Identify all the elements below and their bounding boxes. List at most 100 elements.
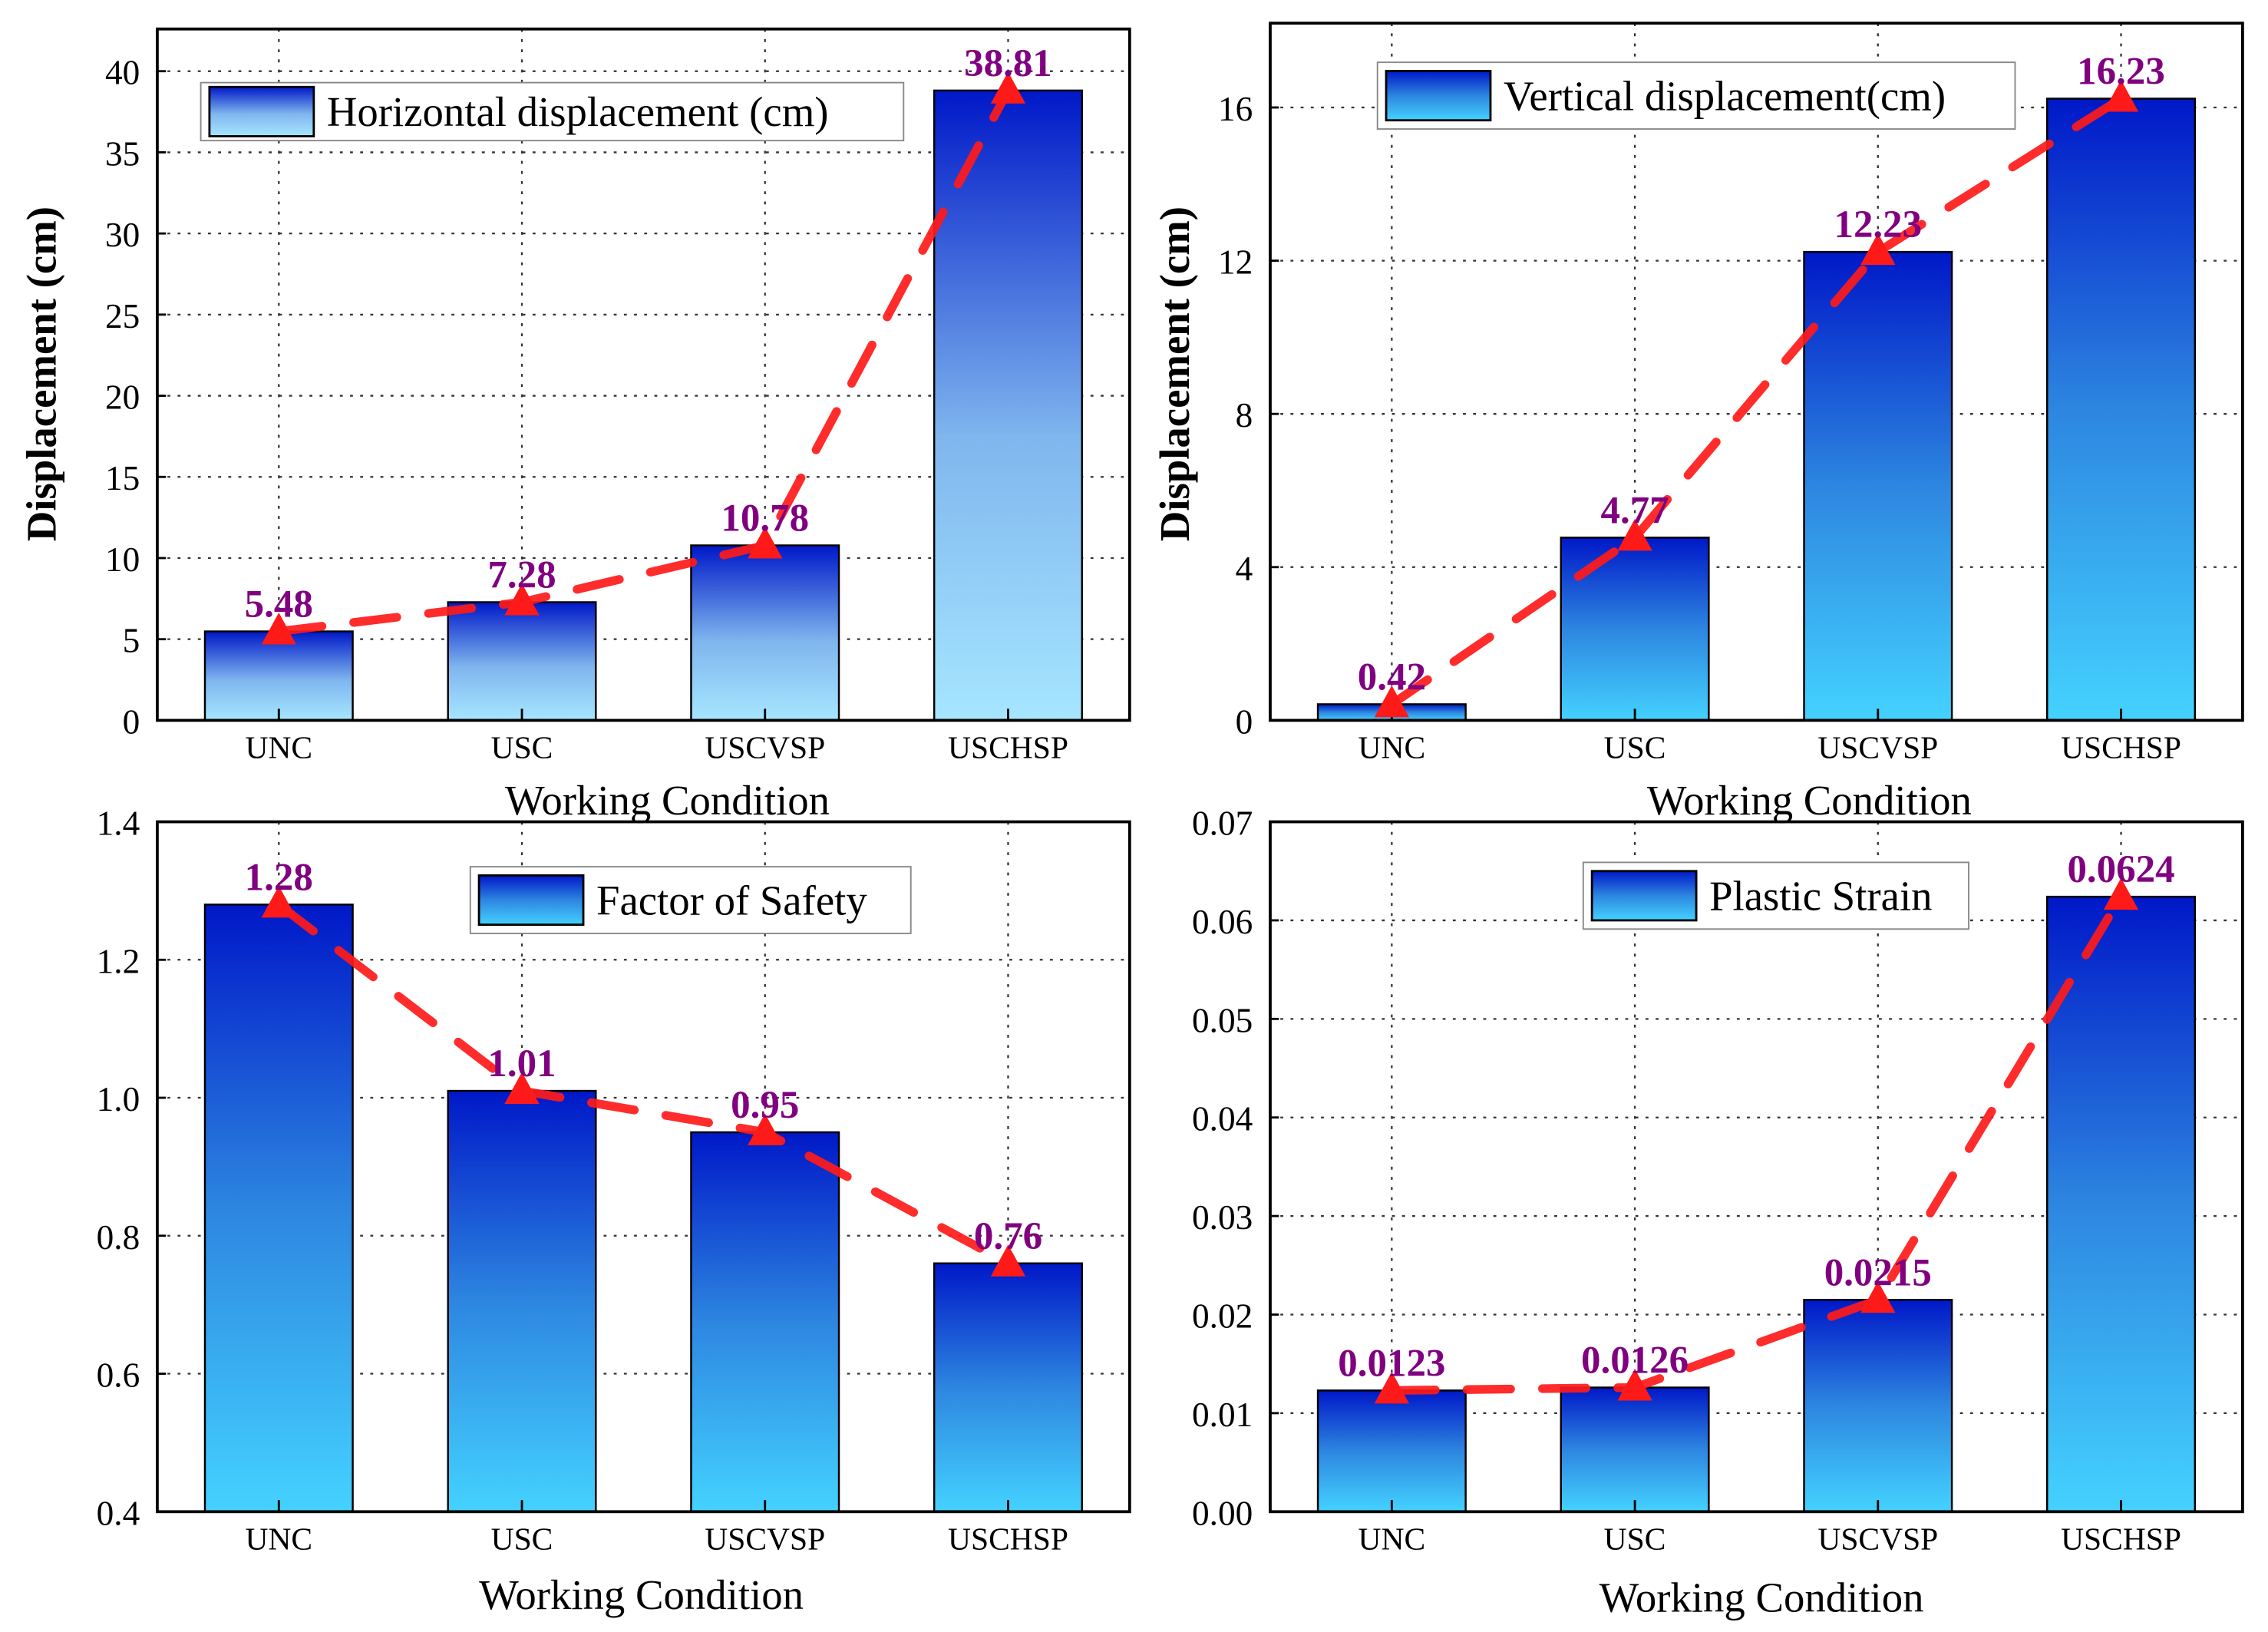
trend-marker-triangle (748, 526, 783, 559)
data-label: 0.42 (1358, 656, 1426, 699)
trend-line (274, 86, 1013, 636)
legend-label: Horizontal displacement (cm) (327, 88, 829, 135)
data-label: 0.95 (731, 1084, 799, 1127)
chart-panel-2: 0 4 8 12 16 UNC USC USCVSP USCHSP 0.42 4.77 12.23 16… (1151, 21, 2244, 824)
x-tick-label: USCHSP (2061, 1521, 2181, 1556)
data-label: 7.28 (487, 554, 556, 597)
x-tick-label: UNC (245, 729, 312, 765)
plot-frame (156, 27, 1131, 722)
bar-uscvsp (1803, 1299, 1953, 1513)
trend-line (1387, 892, 2126, 1396)
data-label: 38.81 (964, 42, 1052, 85)
y-tick-label: 0 (123, 702, 140, 741)
y-tick-label: 25 (105, 297, 140, 335)
data-label: 10.78 (721, 497, 809, 540)
y-tick-label: 4 (1236, 550, 1253, 588)
trend-line (274, 900, 1013, 1268)
bar-unc (203, 630, 354, 722)
x-tick-label: USCHSP (948, 1521, 1068, 1556)
legend-box (200, 81, 905, 142)
data-label: 0.0126 (1581, 1340, 1689, 1383)
trend-marker-triangle (990, 1244, 1026, 1277)
data-label: 0.0123 (1338, 1342, 1445, 1385)
x-tick-label: USCHSP (2061, 729, 2181, 765)
bar-unc (1316, 1389, 1467, 1513)
data-label: 4.77 (1600, 489, 1669, 532)
bar-uschsp (2046, 895, 2197, 1513)
y-tick-label: 0.8 (97, 1218, 140, 1257)
x-tick-label: USCVSP (1817, 1521, 1938, 1556)
trend-marker-triangle (2103, 79, 2139, 112)
legend: Vertical displacement(cm) (1376, 61, 2016, 130)
y-tick-label: 0 (1236, 702, 1253, 741)
trend-marker-triangle (1617, 518, 1652, 551)
legend: Factor of Safety (469, 866, 912, 934)
legend-swatch (1590, 870, 1698, 922)
data-label: 1.01 (487, 1042, 556, 1085)
plot-frame (156, 820, 1131, 1514)
bar-usc (1560, 1386, 1710, 1513)
x-tick-label: USCVSP (705, 729, 825, 765)
trend-line (1387, 94, 2126, 709)
y-tick-label: 16 (1218, 90, 1253, 128)
y-tick-label: 0.6 (97, 1356, 140, 1395)
plot-frame (1269, 820, 2244, 1514)
legend-label: Plastic Strain (1709, 873, 1932, 920)
bar-unc (203, 904, 354, 1513)
y-tick-label: 8 (1236, 396, 1253, 434)
legend-label: Vertical displacement(cm) (1504, 72, 1946, 119)
y-tick-label: 0.05 (1192, 1001, 1253, 1039)
x-tick-label: USCVSP (1817, 729, 1938, 765)
trend-marker-triangle (261, 612, 296, 645)
plot-frame (1269, 21, 2244, 722)
trend-marker-triangle (504, 1072, 540, 1105)
y-tick-label: 1.2 (97, 942, 140, 980)
y-tick-label: 10 (105, 540, 140, 579)
data-label: 0.0624 (2067, 848, 2174, 891)
trend-marker-triangle (261, 885, 296, 918)
legend-swatch (477, 874, 585, 927)
x-tick-label: USC (491, 729, 553, 765)
bar-usc (1560, 537, 1710, 722)
trend-marker-triangle (2103, 877, 2139, 910)
legend: Plastic Strain (1582, 861, 1969, 930)
y-tick-label: 0.4 (97, 1494, 140, 1532)
x-axis-title: Working Condition (479, 1571, 804, 1618)
trend-marker-triangle (1860, 1280, 1896, 1313)
bar-uschsp (2046, 97, 2197, 722)
x-tick-label: UNC (1358, 1521, 1426, 1556)
bar-uscvsp (690, 544, 840, 722)
chart-panel-4: 0.00 0.01 0.02 0.03 0.04 0.05 0.06 0.07 UNC USC US… (1192, 804, 2244, 1621)
x-axis-title: Working Condition (1599, 1574, 1924, 1621)
y-tick-label: 0.07 (1192, 804, 1253, 843)
trend-marker-triangle (1617, 1368, 1652, 1401)
y-tick-label: 5 (123, 622, 140, 660)
trend-marker-triangle (990, 71, 1026, 104)
y-tick-label: 40 (105, 54, 140, 92)
trend-marker-triangle (1860, 233, 1896, 266)
y-tick-label: 15 (105, 459, 140, 497)
y-tick-label: 35 (105, 134, 140, 173)
trend-marker-triangle (1374, 1371, 1410, 1404)
bar-uscvsp (690, 1131, 840, 1513)
y-tick-label: 20 (105, 378, 140, 417)
x-axis-title: Working Condition (505, 777, 830, 824)
y-tick-label: 0.03 (1192, 1198, 1253, 1237)
chart-panel-3: 0.4 0.6 0.8 1.0 1.2 1.4 UNC USC USCVSP USCHSP 1.28… (97, 804, 1131, 1618)
y-tick-label: 0.06 (1192, 903, 1253, 941)
y-tick-label: 0.01 (1192, 1396, 1253, 1434)
trend-marker-triangle (748, 1113, 783, 1145)
y-axis-title: Displacement (cm) (18, 206, 65, 541)
data-label: 1.28 (245, 857, 313, 900)
x-tick-label: USC (491, 1521, 553, 1556)
y-tick-label: 1.0 (97, 1080, 140, 1118)
bar-usc (447, 1089, 597, 1513)
y-tick-label: 0.04 (1192, 1100, 1253, 1138)
trend-marker-triangle (504, 583, 540, 616)
x-tick-label: UNC (245, 1521, 312, 1556)
data-label: 0.76 (974, 1215, 1042, 1258)
x-tick-label: USC (1604, 729, 1666, 765)
legend-label: Factor of Safety (596, 877, 867, 923)
x-tick-label: UNC (1358, 729, 1426, 765)
